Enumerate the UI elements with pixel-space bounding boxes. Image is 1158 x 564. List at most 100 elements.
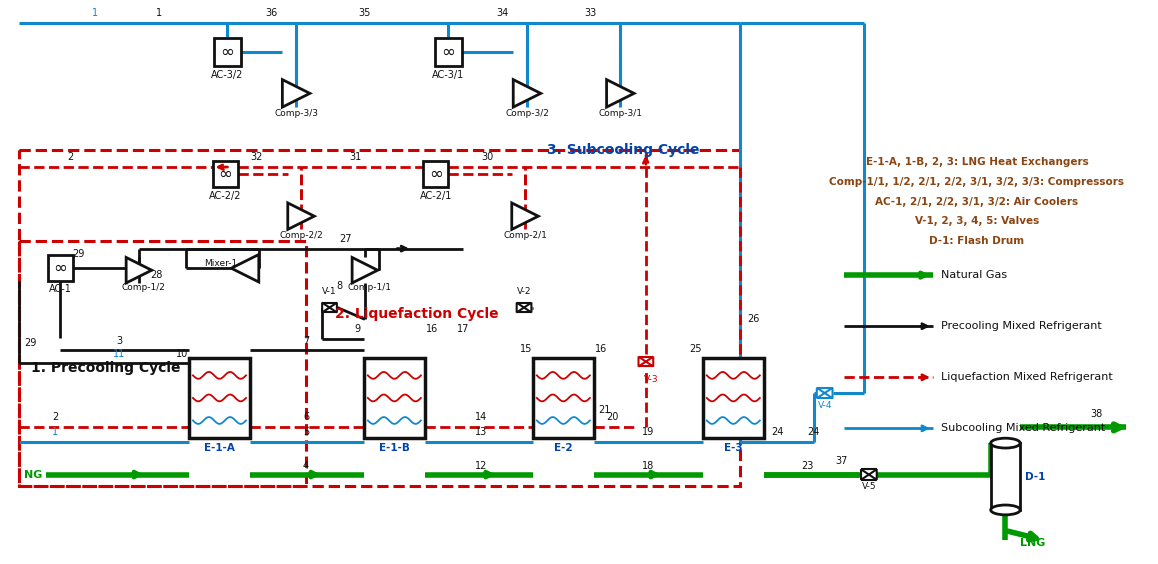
Text: Comp-3/3: Comp-3/3 <box>274 108 318 117</box>
Bar <box>991 443 1020 510</box>
Text: 14: 14 <box>475 412 488 422</box>
Text: 23: 23 <box>801 461 813 471</box>
Text: 3. Subcooling Cycle: 3. Subcooling Cycle <box>547 143 699 157</box>
Text: 34: 34 <box>497 8 508 17</box>
Text: D-1: Flash Drum: D-1: Flash Drum <box>930 236 1025 246</box>
Text: Natural Gas: Natural Gas <box>940 270 1006 280</box>
Text: 16: 16 <box>426 324 438 334</box>
Text: 24: 24 <box>807 427 820 437</box>
Text: 29: 29 <box>24 338 36 348</box>
Text: 17: 17 <box>457 324 469 334</box>
Ellipse shape <box>991 505 1020 515</box>
Polygon shape <box>868 469 877 480</box>
Bar <box>19 241 306 486</box>
Polygon shape <box>513 80 541 107</box>
Bar <box>19 151 740 486</box>
Text: 12: 12 <box>475 461 488 471</box>
Text: 2: 2 <box>52 412 59 422</box>
Text: NG: NG <box>24 470 43 479</box>
Polygon shape <box>352 257 378 283</box>
Text: 2: 2 <box>67 152 73 162</box>
Text: ∞: ∞ <box>219 165 233 183</box>
Text: Subcooling Mixed Refrigerant: Subcooling Mixed Refrigerant <box>940 424 1105 433</box>
Text: 32: 32 <box>250 152 263 162</box>
Text: E-2: E-2 <box>554 443 573 453</box>
Text: 3: 3 <box>116 336 123 346</box>
Text: ∞: ∞ <box>428 165 442 183</box>
Text: ∞: ∞ <box>53 259 67 277</box>
Polygon shape <box>646 356 653 367</box>
Polygon shape <box>288 203 314 230</box>
Polygon shape <box>330 303 337 312</box>
Text: 1: 1 <box>52 427 59 437</box>
Text: AC-3/2: AC-3/2 <box>211 70 243 80</box>
Polygon shape <box>816 388 824 398</box>
Text: 38: 38 <box>1091 408 1102 418</box>
Text: 37: 37 <box>835 456 848 466</box>
Polygon shape <box>283 80 310 107</box>
Text: 9: 9 <box>354 324 360 334</box>
Polygon shape <box>126 257 152 283</box>
Text: 15: 15 <box>520 343 533 354</box>
Text: V-2: V-2 <box>516 287 532 296</box>
Text: 11: 11 <box>113 349 125 359</box>
Bar <box>434 38 462 66</box>
Polygon shape <box>232 254 258 282</box>
Text: 5: 5 <box>303 427 309 437</box>
Text: Comp-3/1: Comp-3/1 <box>599 108 643 117</box>
Text: LNG: LNG <box>1020 538 1046 548</box>
Text: 18: 18 <box>642 461 654 471</box>
Text: V-5: V-5 <box>862 482 877 491</box>
Text: 33: 33 <box>585 8 598 17</box>
Text: Mixer-1: Mixer-1 <box>204 259 237 268</box>
Bar <box>364 358 425 438</box>
Text: 27: 27 <box>339 233 352 244</box>
Text: 25: 25 <box>690 343 702 354</box>
Text: V-3: V-3 <box>644 374 658 384</box>
Text: 4: 4 <box>303 461 309 471</box>
Ellipse shape <box>991 438 1020 448</box>
Text: 20: 20 <box>607 412 618 422</box>
Text: 1. Precooling Cycle: 1. Precooling Cycle <box>31 362 181 376</box>
Text: E-3: E-3 <box>724 443 742 453</box>
Text: AC-2/2: AC-2/2 <box>210 191 242 201</box>
Text: Comp-1/1, 1/2, 2/1, 2/2, 3/1, 3/2, 3/3: Compressors: Comp-1/1, 1/2, 2/1, 2/2, 3/1, 3/2, 3/3: … <box>829 177 1124 187</box>
Text: 28: 28 <box>151 270 163 280</box>
Text: ∞: ∞ <box>220 43 234 61</box>
Text: Precooling Mixed Refrigerant: Precooling Mixed Refrigerant <box>940 321 1101 331</box>
Text: AC-2/1: AC-2/1 <box>419 191 452 201</box>
Polygon shape <box>322 303 330 312</box>
Text: AC-1: AC-1 <box>49 284 72 294</box>
Text: V-4: V-4 <box>818 400 831 409</box>
Polygon shape <box>638 356 646 367</box>
Text: V-1, 2, 3, 4, 5: Valves: V-1, 2, 3, 4, 5: Valves <box>915 216 1039 226</box>
Text: Comp-2/2: Comp-2/2 <box>279 231 323 240</box>
Text: Comp-2/1: Comp-2/1 <box>503 231 547 240</box>
Polygon shape <box>824 388 833 398</box>
Text: 19: 19 <box>642 427 654 437</box>
Bar <box>213 161 239 187</box>
Text: 36: 36 <box>265 8 278 17</box>
Bar <box>47 255 73 281</box>
Text: 2. Liquefaction Cycle: 2. Liquefaction Cycle <box>336 307 499 321</box>
Text: AC-1, 2/1, 2/2, 3/1, 3/2: Air Coolers: AC-1, 2/1, 2/2, 3/1, 3/2: Air Coolers <box>875 196 1078 206</box>
Text: E-1-A, 1-B, 2, 3: LNG Heat Exchangers: E-1-A, 1-B, 2, 3: LNG Heat Exchangers <box>865 157 1089 168</box>
Bar <box>703 358 764 438</box>
Polygon shape <box>525 303 532 312</box>
Bar <box>189 358 250 438</box>
Text: Liquefaction Mixed Refrigerant: Liquefaction Mixed Refrigerant <box>940 372 1113 382</box>
Text: AC-3/1: AC-3/1 <box>432 70 464 80</box>
Text: 1: 1 <box>91 8 97 17</box>
Text: 13: 13 <box>475 427 488 437</box>
Text: 35: 35 <box>359 8 371 17</box>
Text: 1: 1 <box>155 8 162 17</box>
Text: V-1: V-1 <box>322 287 337 296</box>
Text: 26: 26 <box>747 314 760 324</box>
Bar <box>533 358 594 438</box>
Text: Comp-3/2: Comp-3/2 <box>505 108 549 117</box>
Text: 30: 30 <box>482 152 493 162</box>
Text: D-1: D-1 <box>1025 472 1046 482</box>
Text: 8: 8 <box>336 281 343 291</box>
Text: 6: 6 <box>303 412 309 422</box>
Text: E-1-B: E-1-B <box>379 443 410 453</box>
